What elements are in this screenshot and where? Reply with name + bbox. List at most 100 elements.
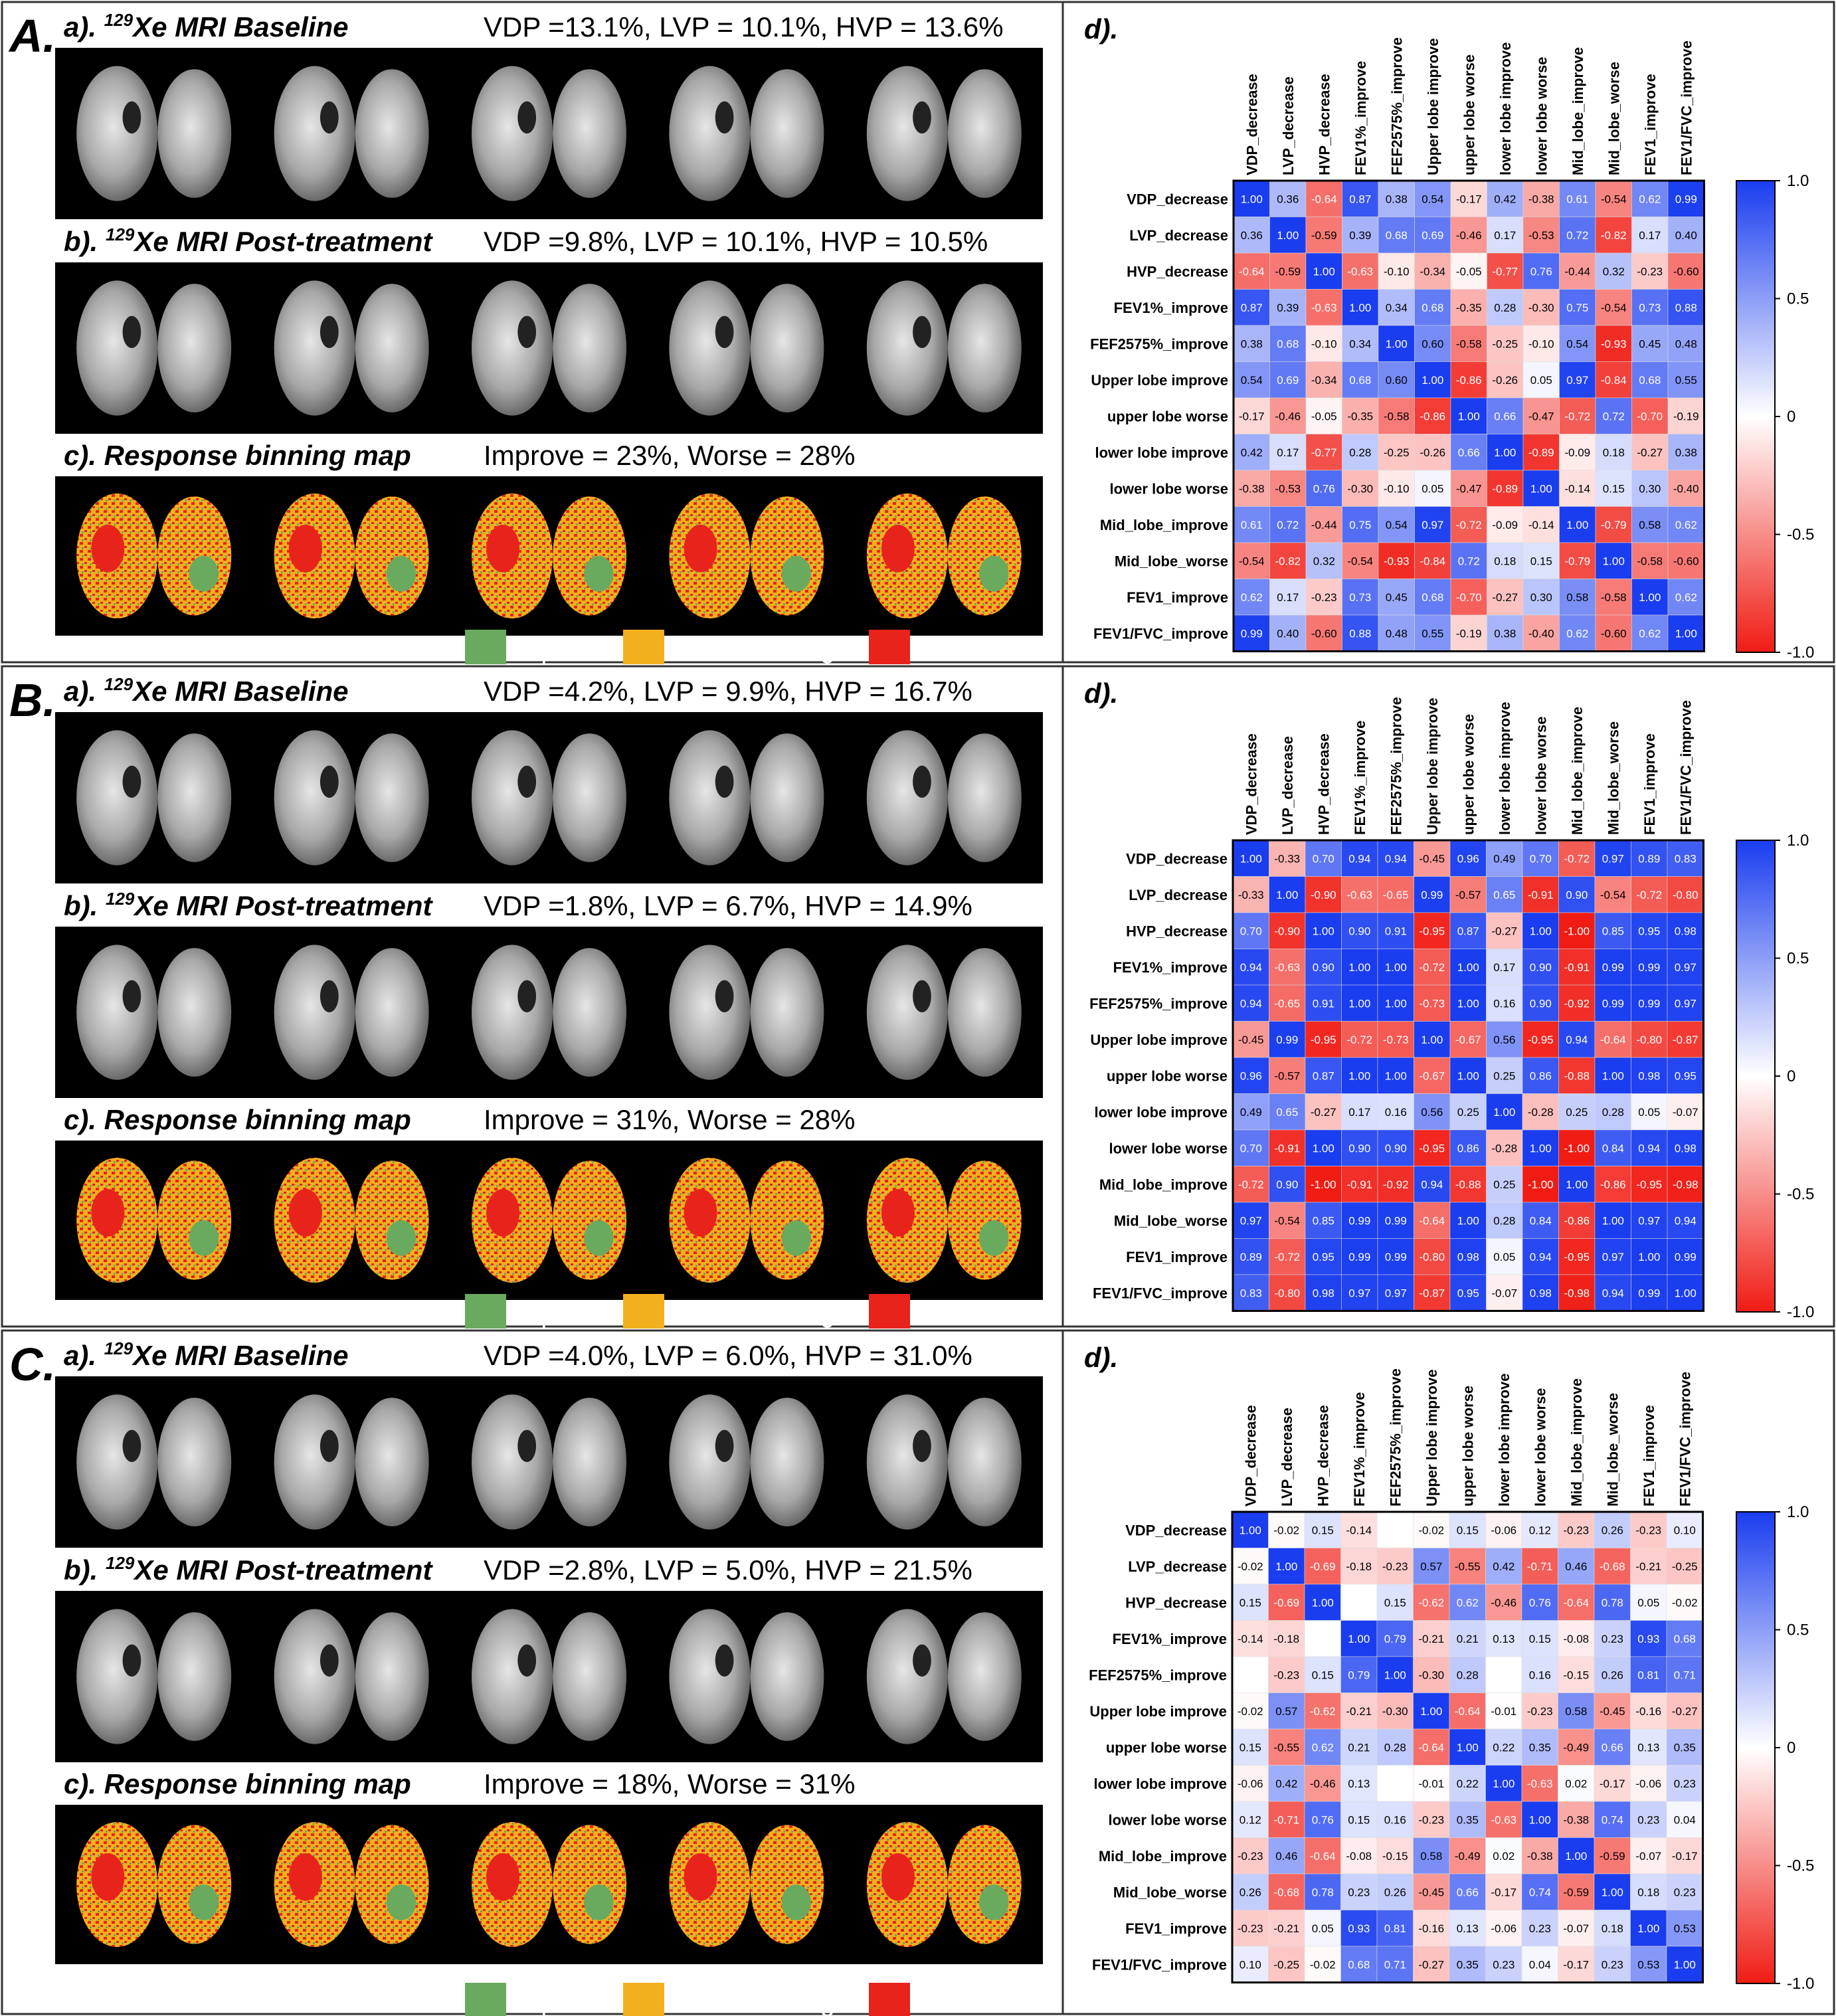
- heatmap-value-label: 0.23: [1602, 1633, 1623, 1645]
- correlation-heatmap-3: d).1.00 -0.02 0.15 -0.14 -0.02 0.15 -0.06 0.12-…: [1084, 1342, 1814, 1993]
- baseline-stats: VDP =13.1%, LVP = 10.1%, HVP = 13.6%: [484, 11, 1004, 43]
- heatmap-value-label: 0.90: [1313, 961, 1334, 974]
- heatmap-value-label: -0.23: [1563, 1524, 1589, 1536]
- heatmap-cell: [1414, 1021, 1451, 1058]
- worse-region: [881, 1853, 915, 1901]
- heatmap-cell: [1666, 1620, 1703, 1657]
- heatmap-value-label: -0.45: [1418, 1886, 1444, 1898]
- heatmap-value-label: -0.63: [1491, 1813, 1516, 1826]
- heatmap-column-label: upper lobe worse: [1459, 1386, 1476, 1507]
- heatmap-value-label: -0.02: [1238, 1560, 1263, 1573]
- mri-lung-left: [947, 1398, 1022, 1526]
- heatmap-value-label: -0.35: [1456, 302, 1482, 314]
- heatmap-value-label: 0.55: [1422, 627, 1443, 640]
- heatmap-cell: [1232, 1057, 1269, 1094]
- heatmap-value-label: -0.49: [1455, 1850, 1481, 1863]
- heatmap-value-label: 0.97: [1566, 374, 1588, 387]
- heatmap-value-label: 0.36: [1277, 193, 1299, 205]
- worse-region: [684, 1188, 717, 1237]
- panel-c: C. a). 129Xe MRI Baseline VDP =4.0%, LVP =…: [9, 1338, 1043, 2016]
- heatmap-cell: [1594, 1238, 1631, 1275]
- binning-lung-left: [750, 1825, 824, 1944]
- heatmap-cell: [1376, 1801, 1414, 1838]
- heatmap-value-label: 0.66: [1457, 1886, 1479, 1898]
- heatmap-cell: [1630, 1873, 1667, 1910]
- heatmap-value-label: -0.49: [1563, 1741, 1589, 1754]
- mri-lung-right: [76, 730, 158, 866]
- heatmap-value-label: -0.53: [1528, 229, 1554, 242]
- heatmap-cell: [1449, 1202, 1487, 1239]
- heatmap-value-label: 0.62: [1241, 591, 1263, 604]
- heatmap-value-label: 0.22: [1493, 1741, 1515, 1754]
- post-strip: [55, 1591, 1043, 1762]
- heatmap-cell: [1631, 470, 1669, 507]
- heatmap-value-label: -0.65: [1274, 997, 1300, 1010]
- heatmap-value-label: -0.19: [1673, 410, 1699, 422]
- heatmap-value-label: -0.63: [1527, 1778, 1553, 1790]
- heatmap-value-label: 1.00: [1457, 997, 1479, 1010]
- heatmap-value-label: -0.26: [1492, 374, 1518, 387]
- heatmap-value-label: -0.84: [1420, 555, 1445, 567]
- heatmap-value-label: 0.05: [1493, 1251, 1515, 1263]
- heatmap-value-label: -1.00: [1564, 925, 1590, 937]
- colorbar-tick-label: 0: [1787, 408, 1795, 426]
- improve-region: [979, 1220, 1009, 1256]
- heatmap-value-label: 1.00: [1493, 1106, 1515, 1119]
- heatmap-cell: [1522, 1274, 1559, 1311]
- heatmap-value-label: 0.13: [1348, 1778, 1370, 1790]
- heatmap-value-label: -0.14: [1238, 1633, 1263, 1645]
- heatmap-value-label: 0.84: [1602, 1142, 1624, 1154]
- heatmap-value-label: -0.45: [1419, 852, 1445, 865]
- heatmap-value-label: 0.58: [1420, 1850, 1442, 1863]
- heatmap-cell: [1486, 1274, 1523, 1311]
- heatmap-value-label: 1.00: [1348, 997, 1370, 1010]
- heatmap-cell: [1378, 506, 1415, 543]
- binning-legend: Improve Normal change Worse: [465, 1294, 992, 1329]
- heatmap-value-label: 0.73: [1639, 302, 1661, 314]
- legend-label: Worse: [915, 1299, 992, 1328]
- post-label: Xe MRI Post-treatment: [133, 226, 433, 257]
- heatmap-value-label: -0.79: [1564, 555, 1590, 567]
- heatmap-value-label: 0.30: [1530, 591, 1552, 604]
- heatmap-cell: [1487, 217, 1524, 254]
- heatmap-cell: [1522, 876, 1559, 913]
- heatmap-value-label: 1.00: [1349, 302, 1371, 314]
- heatmap-value-label: -0.89: [1528, 446, 1554, 459]
- heatmap-cell: [1666, 1837, 1703, 1875]
- heatmap-cell: [1666, 1765, 1703, 1802]
- heatmap-value-label: -0.95: [1564, 1251, 1590, 1263]
- heatmap-cell: [1413, 1801, 1450, 1838]
- binning-lung-left: [750, 496, 824, 616]
- heatmap-cell: [1450, 579, 1487, 616]
- ventilation-defect: [517, 101, 537, 134]
- heatmap-cell: [1594, 1728, 1631, 1766]
- mri-lung-right: [866, 280, 948, 416]
- baseline-strip: [55, 1376, 1043, 1548]
- heatmap-value-label: -0.87: [1419, 1287, 1445, 1299]
- heatmap-cell: [1631, 325, 1669, 362]
- heatmap-value-label: -0.06: [1491, 1922, 1516, 1935]
- colorbar-tick-label: -0.5: [1787, 526, 1814, 544]
- mri-lung-left: [750, 1398, 824, 1526]
- heatmap-row-label: FEV1_improve: [1127, 589, 1228, 606]
- post-stats: VDP =9.8%, LVP = 10.1%, HVP = 10.5%: [484, 226, 988, 257]
- heatmap-cell: [1342, 361, 1379, 399]
- heatmap-value-label: 0.71: [1674, 1669, 1696, 1681]
- heatmap-cell: [1414, 949, 1451, 986]
- heatmap-value-label: 0.97: [1385, 1287, 1407, 1299]
- heatmap-cell: [1378, 361, 1415, 399]
- worse-region: [684, 524, 717, 573]
- heatmap-cell: [1631, 840, 1668, 877]
- heatmap-cell: [1376, 1910, 1414, 1947]
- heatmap-row-label: HVP_decrease: [1125, 1594, 1227, 1611]
- heatmap-cell: [1233, 180, 1270, 217]
- heatmap-row-label: VDP_decrease: [1127, 191, 1228, 207]
- heatmap-value-label: -0.60: [1311, 627, 1337, 640]
- heatmap-value-label: 0.05: [1530, 374, 1552, 387]
- binning-lung-left: [947, 1825, 1022, 1944]
- heatmap-cell: [1559, 434, 1596, 471]
- heatmap-value-label: -0.26: [1420, 446, 1445, 459]
- heatmap-cell: [1342, 470, 1379, 507]
- heatmap-column-label: lower lobe worse: [1533, 57, 1550, 176]
- heatmap-value-label: 0.15: [1239, 1596, 1261, 1609]
